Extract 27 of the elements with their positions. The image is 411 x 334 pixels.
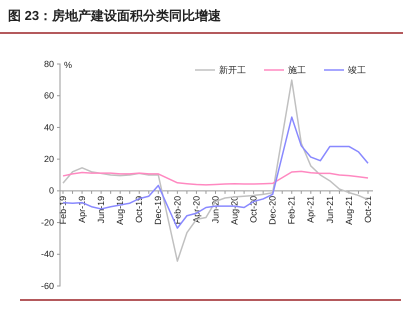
x-tick-label: Aug-21 [344, 196, 354, 225]
line-series [62, 170, 369, 186]
y-tick-label: 80 [44, 58, 54, 69]
x-tick-label: Jun-20 [210, 196, 220, 224]
y-tick-label: -40 [40, 249, 54, 260]
x-tick-label: Feb-21 [286, 196, 297, 224]
y-tick-label: -20 [40, 217, 54, 228]
y-tick-label: 60 [44, 90, 54, 101]
x-tick-label: Aug-19 [115, 196, 126, 225]
chart-title: 图 23：房地产建设面积分类同比增速 [8, 8, 222, 23]
x-tick-label: Jun-19 [96, 196, 106, 224]
legend-label: 新开工 [219, 65, 246, 75]
x-tick-label: Dec-20 [268, 196, 278, 225]
x-tick-label: Oct-20 [248, 196, 259, 223]
y-tick-label: -60 [40, 280, 54, 291]
y-tick-label: 20 [44, 154, 54, 164]
x-tick-label: Dec-19 [153, 196, 164, 225]
y-tick-label: 40 [44, 122, 54, 132]
x-tick-label: Feb-19 [58, 196, 68, 224]
y-axis-title: % [64, 60, 72, 70]
legend-label: 施工 [288, 65, 306, 75]
x-tick-label: Apr-21 [306, 196, 316, 223]
legend-label: 竣工 [348, 65, 366, 75]
x-tick-label: Oct-21 [362, 196, 373, 223]
y-tick-label: 0 [48, 186, 54, 196]
x-tick-label: Feb-20 [172, 196, 182, 224]
x-tick-label: Jun-21 [324, 196, 335, 224]
